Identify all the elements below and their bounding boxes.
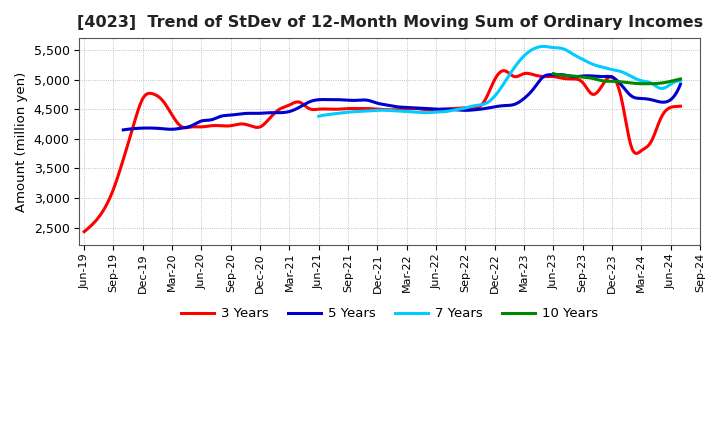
5 Years — [460, 108, 469, 113]
5 Years — [121, 127, 130, 132]
3 Years — [676, 103, 685, 109]
3 Years — [585, 88, 593, 94]
5 Years — [449, 107, 457, 112]
5 Years — [590, 73, 599, 79]
Line: 10 Years: 10 Years — [554, 73, 680, 84]
10 Years — [676, 76, 685, 81]
7 Years — [536, 44, 544, 49]
Line: 5 Years: 5 Years — [123, 75, 680, 130]
7 Years — [315, 114, 323, 119]
3 Years — [499, 68, 508, 73]
5 Years — [555, 72, 564, 77]
3 Years — [433, 107, 441, 112]
3 Years — [80, 229, 89, 235]
3 Years — [435, 107, 444, 112]
Y-axis label: Amount (million yen): Amount (million yen) — [15, 72, 28, 212]
10 Years — [665, 79, 673, 84]
10 Years — [657, 81, 665, 86]
Title: [4023]  Trend of StDev of 12-Month Moving Sum of Ordinary Incomes: [4023] Trend of StDev of 12-Month Moving… — [76, 15, 703, 30]
7 Years — [644, 79, 652, 84]
7 Years — [621, 70, 629, 76]
7 Years — [539, 44, 548, 49]
5 Years — [626, 92, 634, 98]
5 Years — [119, 127, 127, 132]
7 Years — [528, 47, 537, 52]
10 Years — [624, 80, 633, 85]
7 Years — [530, 46, 539, 51]
Line: 3 Years: 3 Years — [84, 71, 680, 232]
10 Years — [549, 71, 558, 76]
7 Years — [676, 79, 685, 84]
7 Years — [315, 114, 324, 119]
5 Years — [451, 107, 459, 112]
3 Years — [82, 227, 91, 233]
5 Years — [676, 82, 685, 87]
10 Years — [642, 81, 650, 86]
10 Years — [549, 71, 558, 77]
10 Years — [625, 80, 634, 85]
3 Years — [622, 123, 631, 128]
10 Years — [627, 81, 636, 86]
Line: 7 Years: 7 Years — [319, 46, 680, 116]
Legend: 3 Years, 5 Years, 7 Years, 10 Years: 3 Years, 5 Years, 7 Years, 10 Years — [176, 302, 603, 326]
3 Years — [445, 106, 454, 112]
